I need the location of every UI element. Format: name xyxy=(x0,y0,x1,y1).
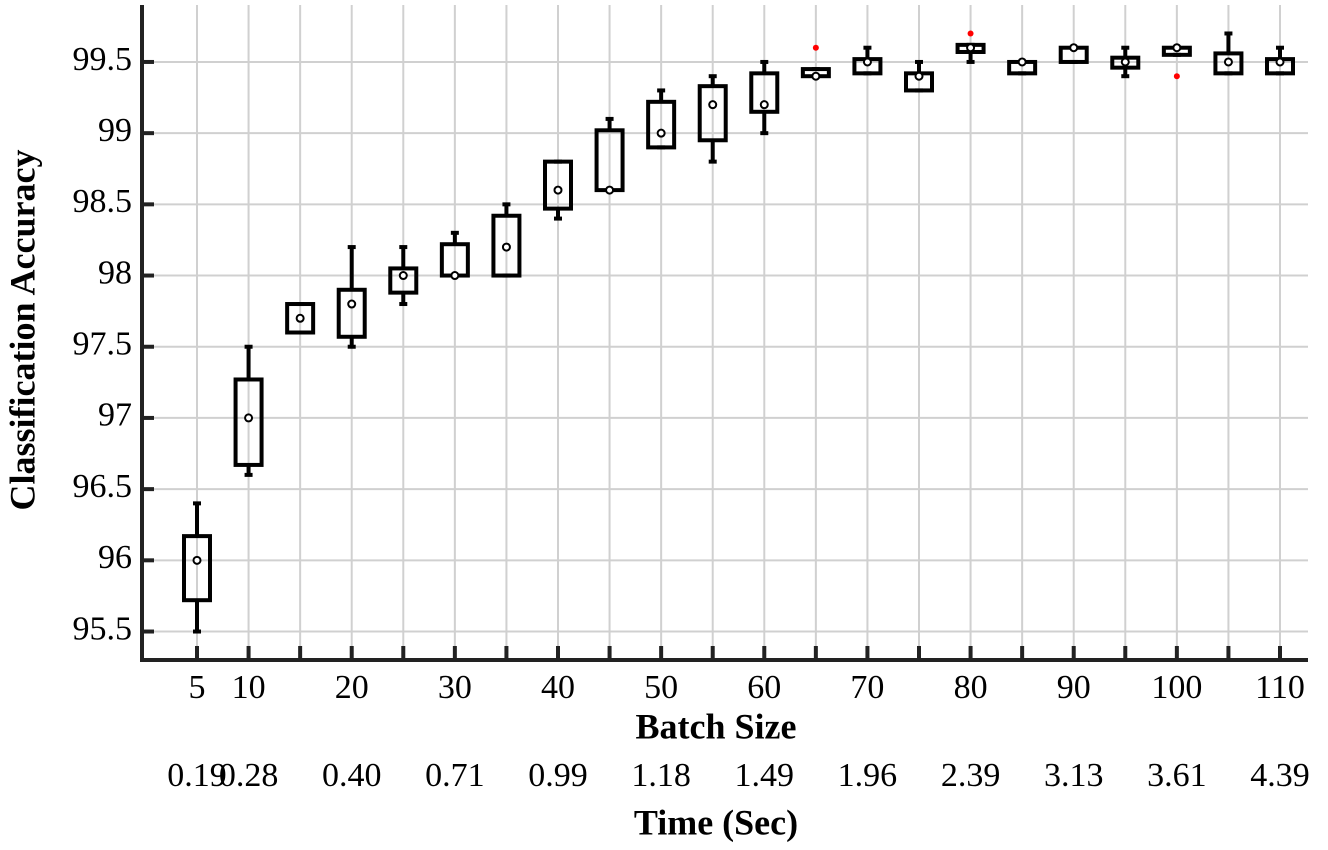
box xyxy=(182,534,212,603)
y-tick-label: 96.5 xyxy=(73,468,133,505)
secondary-axis-title: Time (Sec) xyxy=(634,802,798,842)
secondary-tick-label: 3.13 xyxy=(1044,757,1104,794)
box xyxy=(233,377,264,467)
box xyxy=(697,84,728,143)
x-tick-label: 80 xyxy=(954,669,988,706)
median xyxy=(862,57,872,67)
secondary-tick-label: 0.71 xyxy=(425,757,485,794)
secondary-tick-label: 0.19 xyxy=(167,757,227,794)
box xyxy=(491,213,522,278)
outlier xyxy=(967,30,974,37)
median xyxy=(192,555,202,565)
x-tick-label: 100 xyxy=(1151,669,1202,706)
box xyxy=(336,287,367,339)
median xyxy=(553,185,563,195)
y-tick-label: 99 xyxy=(98,112,132,149)
secondary-tick-label: 1.96 xyxy=(838,757,898,794)
secondary-tick-label: 0.40 xyxy=(322,757,382,794)
median xyxy=(450,271,460,281)
y-tick-label: 98.5 xyxy=(73,183,133,220)
secondary-tick-label: 2.39 xyxy=(941,757,1001,794)
x-tick-label: 20 xyxy=(335,669,369,706)
median xyxy=(708,100,718,110)
median xyxy=(244,413,254,423)
y-axis-title: Classification Accuracy xyxy=(2,150,42,511)
x-axis-title: Batch Size xyxy=(636,706,797,746)
median xyxy=(759,100,769,110)
secondary-tick-label: 4.39 xyxy=(1250,757,1310,794)
outlier xyxy=(1173,73,1180,80)
x-tick-label: 110 xyxy=(1255,669,1305,706)
y-tick-label: 96 xyxy=(98,539,132,576)
secondary-tick-label: 1.49 xyxy=(735,757,795,794)
secondary-tick-label: 0.99 xyxy=(528,757,588,794)
x-tick-label: 5 xyxy=(189,669,206,706)
box xyxy=(388,266,419,295)
outlier xyxy=(812,44,819,51)
box xyxy=(646,99,677,150)
median xyxy=(811,71,821,81)
box xyxy=(543,159,573,211)
median xyxy=(656,128,666,138)
median xyxy=(1017,57,1027,67)
median xyxy=(398,271,408,281)
x-tick-label: 10 xyxy=(232,669,266,706)
x-tick-label: 30 xyxy=(438,669,472,706)
y-tick-label: 95.5 xyxy=(73,610,133,647)
median xyxy=(1223,57,1233,67)
median xyxy=(295,313,305,323)
secondary-tick-label: 0.28 xyxy=(219,757,279,794)
box xyxy=(749,71,780,114)
secondary-tick-label: 1.18 xyxy=(631,757,691,794)
median xyxy=(1275,57,1285,67)
box xyxy=(1213,51,1244,76)
median xyxy=(605,185,615,195)
median xyxy=(966,43,976,53)
x-tick-label: 40 xyxy=(541,669,575,706)
box xyxy=(285,302,316,335)
x-tick-label: 70 xyxy=(850,669,884,706)
median xyxy=(347,299,357,309)
median xyxy=(1069,43,1079,53)
median xyxy=(1172,43,1182,53)
y-tick-label: 97.5 xyxy=(73,326,133,363)
x-tick-label: 50 xyxy=(644,669,678,706)
median xyxy=(914,71,924,81)
y-tick-label: 98 xyxy=(98,254,132,291)
median xyxy=(501,242,511,252)
secondary-tick-label: 3.61 xyxy=(1147,757,1207,794)
median xyxy=(1120,57,1130,67)
x-tick-label: 60 xyxy=(747,669,781,706)
y-tick-label: 97 xyxy=(98,397,132,434)
x-tick-label: 90 xyxy=(1057,669,1091,706)
y-tick-label: 99.5 xyxy=(73,41,133,78)
